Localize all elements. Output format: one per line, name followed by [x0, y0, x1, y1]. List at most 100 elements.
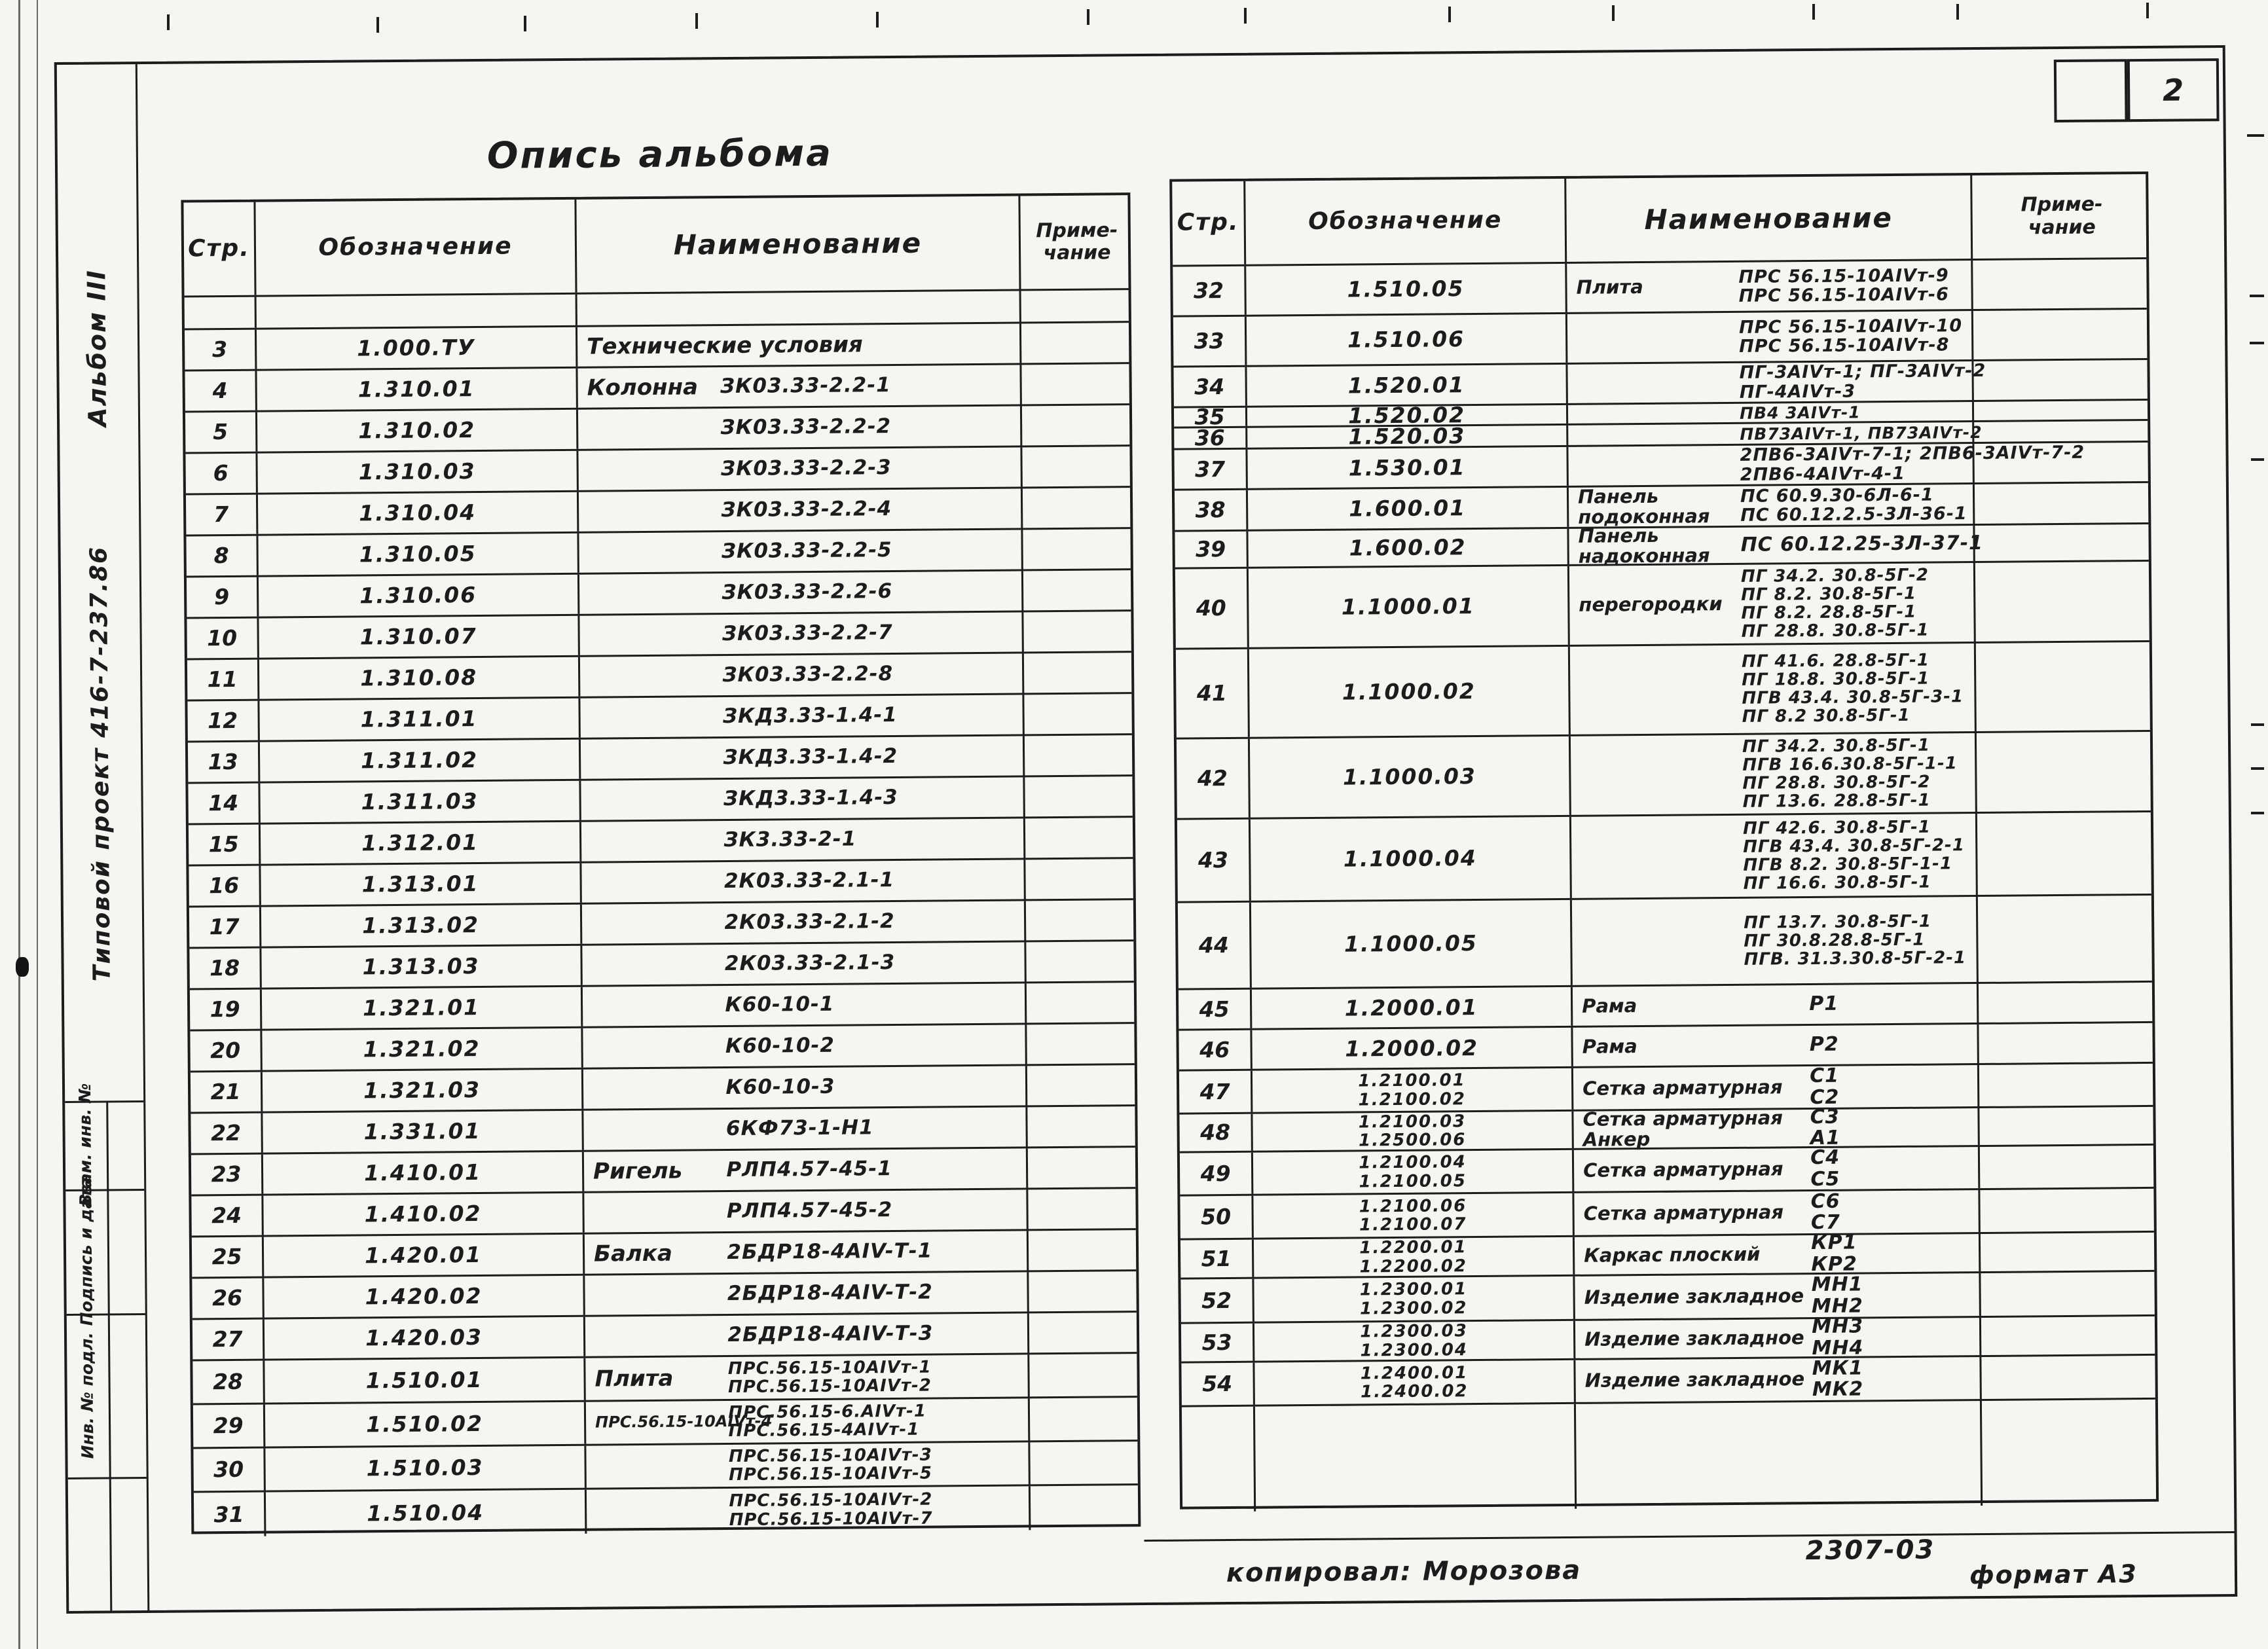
table-row: 8 1.310.05 ЗК03.33-2.2-5 — [186, 529, 1131, 578]
table-row: 9 1.310.06 ЗК03.33-2.2-6 — [186, 570, 1131, 619]
registration-mark — [1956, 4, 1959, 20]
name-lines: 2БДР18-4АIV-Т-2 — [727, 1280, 933, 1305]
name-line: ПГВ 16.6.30.8-5Г-1-1 — [1742, 753, 1958, 775]
note-cell — [1022, 405, 1135, 445]
designation-cell: 1.510.06 — [1246, 314, 1568, 365]
name-line: ПГ-4АIVт-3 — [1739, 380, 1856, 403]
note-cell — [1981, 1272, 2160, 1316]
page-cell: 30 — [193, 1448, 266, 1491]
designation-cell: 1.1000.01 — [1248, 566, 1570, 647]
name-lines: ПГ 34.2. 30.8-5Г-1 ПГВ 16.6.30.8-5Г-1-1 ПГ… — [1742, 735, 1958, 811]
name-lines: ЗК03.33-2.2-8 — [722, 662, 894, 687]
note-cell — [1023, 488, 1135, 528]
name-cell: ПРС.56.15-10АIVт-4 ПРС.56.15-6.АIVт-1 ПРС.… — [585, 1398, 1031, 1444]
designation-cell: 1.2100.04 1.2100.05 — [1253, 1150, 1575, 1194]
name-line: ЗК03.33-2.2-1 — [720, 373, 891, 399]
designation-value: 1.2300.03 — [1360, 1321, 1468, 1342]
note-cell — [1029, 1271, 1141, 1311]
name-line: ПВ73АIVт-1, ПВ73АIVт-2 — [1740, 422, 1983, 444]
name-label — [590, 717, 723, 718]
name-line: ЗК03.33-2.2-8 — [722, 662, 894, 687]
page-cell: 35 — [1173, 404, 1248, 430]
sheet-fold-line — [18, 0, 20, 1649]
designation-cell: 1.313.03 — [261, 945, 583, 988]
table-row: 6 1.310.03 ЗК03.33-2.2-3 — [185, 446, 1130, 496]
name-line: ПВ4 3АIVт-1 — [1739, 402, 1861, 423]
name-lines: С3 А1 — [1810, 1105, 1841, 1150]
sheet-fold-line — [37, 0, 38, 1649]
designation-value: 1.2100.01 — [1358, 1070, 1466, 1091]
page-cell: 11 — [187, 659, 260, 700]
designation-value: 1.510.01 — [365, 1367, 483, 1394]
name-lines: ПГ 42.6. 30.8-5Г-1 ПГВ 43.4. 30.8-5Г-2-1 П… — [1743, 817, 1966, 893]
name-label: Сетка арматурная — [1583, 1201, 1784, 1225]
registration-mark — [376, 17, 379, 33]
sidebar-inner-divider — [106, 1100, 113, 1611]
designation-value: 1.420.02 — [365, 1283, 483, 1310]
designation-cell: 1.420.01 — [263, 1234, 585, 1277]
designation-value: 1.2400.02 — [1360, 1381, 1469, 1402]
designation-value: 1.2100.04 — [1359, 1152, 1467, 1173]
page-cell: 50 — [1180, 1195, 1254, 1239]
name-line: ЗКД3.33-1.4-3 — [723, 786, 898, 811]
name-cell: К60-10-3 — [583, 1066, 1028, 1109]
name-line: ПС 60.12.25-3Л-37-1 — [1740, 531, 1984, 556]
name-label — [592, 964, 725, 966]
designation-value: 1.1000.04 — [1343, 845, 1477, 872]
name-line: ПГ 13.7. 30.8-5Г-1 — [1744, 911, 1932, 933]
table-row: 29 1.510.02 ПРС.56.15-10АIVт-4 ПРС.56.15-6.… — [192, 1398, 1138, 1449]
name-cell: 2К03.33-2.1-1 — [581, 860, 1026, 903]
header-cell: Наименование — [576, 196, 1021, 293]
designation-cell: 1.310.05 — [258, 533, 579, 575]
name-line: ПГ-3АIVт-1; ПГ-3АIVт-2 — [1739, 361, 1986, 384]
table-row: 26 1.420.02 2БДР18-4АIV-Т-2 — [192, 1271, 1137, 1320]
note-cell — [1979, 983, 2157, 1023]
name-lines: РЛП4.57-45-2 — [726, 1198, 893, 1223]
name-cell: К60-10-1 — [582, 983, 1027, 1026]
designation-cell: 1.321.01 — [261, 987, 583, 1029]
name-lines: ПРС.56.15-10АIVт-1 ПРС.56.15-10АIVт-2 — [728, 1358, 932, 1398]
name-cell: Плита ПРС.56.15-10АIVт-1 ПРС.56.15-10АIVт-… — [585, 1354, 1030, 1400]
designation-cell: 1.310.03 — [257, 450, 579, 493]
header-cell: Стр. — [1172, 181, 1247, 265]
note-cell — [1981, 1316, 2160, 1355]
note-cell — [1029, 1230, 1141, 1270]
name-label: Рама — [1582, 994, 1637, 1017]
page-cell: 23 — [191, 1154, 264, 1195]
note-cell — [1974, 443, 2153, 482]
designation-cell: 1.520.02 — [1247, 402, 1569, 429]
registration-mark — [2251, 767, 2264, 770]
designation-value: 1.510.04 — [367, 1499, 485, 1527]
name-line: ПРС 56.15-10АIVт-9 — [1738, 265, 1949, 287]
designation-cell: 1.520.01 — [1247, 364, 1568, 406]
name-lines: ПРС 56.15-10АIVт-9 ПРС 56.15-10АIVт-6 — [1738, 265, 1949, 306]
name-label — [1580, 774, 1742, 776]
designation-value: 1.311.03 — [361, 788, 479, 815]
header-cell: Стр. — [183, 202, 257, 296]
table-row: 43 1.1000.04 ПГ 42.6. 30.8-5Г-1 ПГВ 43.4. 3… — [1177, 812, 2151, 903]
page-cell: 3 — [184, 329, 257, 370]
name-line: МН4 — [1812, 1335, 1864, 1360]
registration-mark — [2251, 812, 2264, 814]
page-cell: 32 — [1173, 266, 1247, 316]
name-line: 2К03.33-2.1-3 — [724, 951, 896, 976]
note-cell — [1029, 1354, 1142, 1396]
page-cell: 20 — [190, 1030, 263, 1071]
name-line: РЛП4.57-45-2 — [726, 1198, 893, 1223]
name-lines: ЗКД3.33-1.4-3 — [723, 786, 898, 811]
name-line: КР1 — [1811, 1231, 1857, 1255]
name-label: Рама — [1582, 1034, 1637, 1058]
note-cell — [1028, 1189, 1141, 1229]
name-label: Сетка арматурная Анкер — [1582, 1106, 1783, 1151]
name-cell: ЗК03.33-2.2-6 — [579, 571, 1024, 614]
name-line: ПС 60.12.2.5-3Л-36-1 — [1740, 503, 1967, 526]
name-line: ПГ 34.2. 30.8-5Г-1 — [1742, 735, 1931, 757]
page-cell: 27 — [192, 1319, 265, 1360]
registration-mark — [2251, 458, 2264, 461]
designation-cell: 1.311.02 — [259, 739, 581, 782]
document-code: 2307-03 — [1805, 1534, 1935, 1567]
table-row: 21 1.321.03 К60-10-3 — [190, 1065, 1135, 1114]
page-cell: 33 — [1173, 316, 1247, 366]
name-cell: ЗК3.33-2-1 — [581, 818, 1026, 861]
page-cell: 41 — [1175, 649, 1250, 738]
